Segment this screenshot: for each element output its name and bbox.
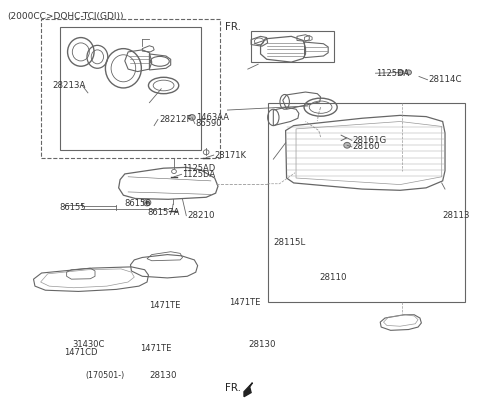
Text: 28130: 28130 xyxy=(249,340,276,349)
Text: 28161G: 28161G xyxy=(353,136,387,145)
Text: 86590: 86590 xyxy=(196,119,222,128)
Circle shape xyxy=(143,199,151,206)
Text: (170501-): (170501-) xyxy=(85,371,125,380)
Text: 28110: 28110 xyxy=(320,273,347,282)
Circle shape xyxy=(189,115,195,120)
Text: 28160: 28160 xyxy=(353,142,380,151)
Text: 28114C: 28114C xyxy=(429,75,462,84)
Text: FR.: FR. xyxy=(225,383,241,393)
Text: 28115L: 28115L xyxy=(273,238,306,247)
Text: 1471CD: 1471CD xyxy=(64,348,98,357)
Bar xyxy=(251,32,334,62)
Bar xyxy=(41,19,220,159)
Circle shape xyxy=(398,70,404,75)
Text: 28212F: 28212F xyxy=(159,115,192,124)
Text: FR.: FR. xyxy=(225,22,241,32)
Text: 31430C: 31430C xyxy=(73,340,105,349)
Text: 1471TE: 1471TE xyxy=(229,298,260,307)
Polygon shape xyxy=(244,383,252,397)
Text: 86157A: 86157A xyxy=(147,208,180,217)
Text: 86155: 86155 xyxy=(60,203,86,212)
Text: 1125DA: 1125DA xyxy=(182,170,216,179)
Text: 28213A: 28213A xyxy=(52,81,86,90)
Text: (2000CC>DOHC-TCI(GDI)): (2000CC>DOHC-TCI(GDI)) xyxy=(8,12,124,21)
Circle shape xyxy=(344,142,350,148)
Text: 1463AA: 1463AA xyxy=(196,113,229,122)
Text: 28113: 28113 xyxy=(443,211,470,220)
Circle shape xyxy=(406,70,411,75)
Text: 28130: 28130 xyxy=(149,371,177,380)
Bar xyxy=(268,103,465,302)
Text: 28210: 28210 xyxy=(187,211,215,220)
Text: 86156: 86156 xyxy=(125,199,151,208)
Text: 1471TE: 1471TE xyxy=(140,344,171,353)
Text: 1471TE: 1471TE xyxy=(149,301,181,310)
Text: 28171K: 28171K xyxy=(215,151,247,160)
Text: 1125DA: 1125DA xyxy=(376,69,409,78)
Text: 1125AD: 1125AD xyxy=(182,164,216,173)
Circle shape xyxy=(145,201,148,204)
Bar xyxy=(60,27,202,150)
